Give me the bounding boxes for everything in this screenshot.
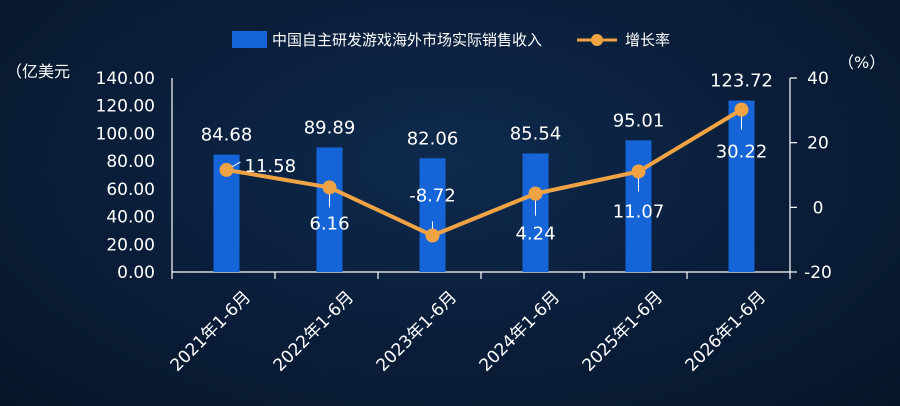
bar [316,147,343,272]
growth-value-label: 11.58 [245,156,297,177]
legend: 中国自主研发游戏海外市场实际销售收入 增长率 [232,31,670,49]
y-left-tick-label: 60.00 [106,180,155,200]
growth-point [528,186,543,201]
growth-line: 11.58 6.16 -8.72 4.24 11.07 30.22 [219,102,768,245]
growth-value-label: -8.72 [409,186,456,207]
bar [419,158,446,272]
y-right-tick-label: -20 [804,263,832,283]
y-left-unit-label: （亿美元 [6,62,70,81]
y-left-tick-label: 140.00 [96,69,155,89]
y-left-tick-label: 100.00 [96,124,155,144]
legend-line-marker [591,34,603,46]
bar-value-label: 123.72 [710,71,773,92]
growth-value-label: 4.24 [515,224,555,245]
y-left-tick-label: 40.00 [106,208,155,228]
y-left-tick-label: 80.00 [106,152,155,172]
y-left-tick-label: 120.00 [96,97,155,117]
x-category-label: 2022年1-6月 [270,287,358,375]
growth-value-label: 6.16 [309,213,349,234]
y-right-tick-label: 40 [807,69,829,89]
y-right-unit-label: （%） [838,53,885,72]
growth-value-label: 11.07 [613,202,665,223]
x-tick-labels: 2021年1-6月 2022年1-6月 2023年1-6月 2024年1-6月 2025… [167,272,791,376]
growth-point [734,102,749,117]
x-category-label: 2025年1-6月 [579,287,667,375]
bars: 84.68 89.89 82.06 85.54 95.01 123.72 [201,71,773,273]
bar-value-label: 82.06 [407,128,459,149]
x-category-label: 2021年1-6月 [167,287,255,375]
legend-line-label: 增长率 [625,31,670,49]
x-category-label: 2024年1-6月 [476,287,564,375]
y-right-ticks: -20 0 20 40 [790,69,832,283]
y-left-ticks: 0.00 20.00 40.00 60.00 80.00 100.00 120.00 140.… [96,69,155,283]
growth-point [631,164,646,179]
growth-point [322,180,337,195]
x-category-label: 2026年1-6月 [682,287,770,375]
y-left-tick-label: 0.00 [117,263,155,283]
bar-value-label: 84.68 [201,125,253,146]
y-left-tick-label: 20.00 [106,235,155,255]
legend-bar-label: 中国自主研发游戏海外市场实际销售收入 [272,31,542,49]
x-category-label: 2023年1-6月 [373,287,461,375]
bar-value-label: 95.01 [613,110,665,131]
growth-point [219,162,234,177]
y-right-tick-label: 0 [813,198,824,218]
y-right-tick-label: 20 [807,134,829,154]
legend-bar-swatch [232,31,267,48]
bar [625,140,652,272]
growth-value-label: 30.22 [716,142,768,163]
bar-value-label: 89.89 [304,117,356,138]
growth-point [425,228,440,243]
growth-line-path [226,107,743,238]
bar-value-label: 85.54 [510,123,562,144]
